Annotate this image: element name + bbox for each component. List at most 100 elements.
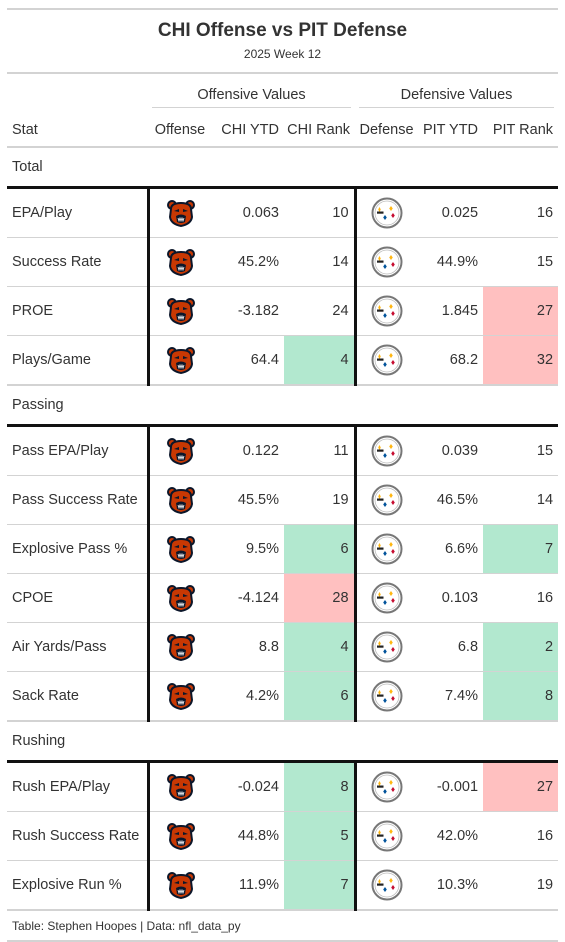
steelers-logo-icon [371, 246, 403, 278]
off-rank-value: 11 [284, 425, 357, 476]
offense-logo-cell [148, 573, 212, 623]
off-rank-value: 28 [284, 573, 357, 623]
group-row: Passing [7, 385, 559, 427]
stat-name: Sack Rate [7, 671, 150, 722]
def-rank-value: 15 [483, 237, 559, 287]
table-row: Sack Rate 4.2% 6 7.4% 8 [7, 671, 559, 722]
def-rank-value: 16 [483, 573, 559, 623]
def-ytd-value: 68.2 [418, 335, 484, 386]
steelers-logo-icon [371, 820, 403, 852]
def-ytd-value: 7.4% [418, 671, 484, 722]
off-rank-value: 6 [284, 671, 357, 722]
col-header-off-ytd: CHI YTD [212, 114, 284, 148]
def-rank-value: 2 [483, 622, 559, 672]
def-rank-value: 32 [483, 335, 559, 386]
def-ytd-value: 6.6% [418, 524, 484, 574]
off-ytd-value: 8.8 [212, 622, 284, 672]
off-ytd-value: -0.024 [212, 761, 284, 812]
bears-logo-icon [166, 487, 195, 514]
offense-logo-cell [148, 286, 212, 336]
bears-logo-icon [166, 438, 195, 465]
steelers-logo-icon [371, 631, 403, 663]
bears-logo-icon [166, 683, 195, 710]
steelers-logo-icon [371, 484, 403, 516]
off-ytd-value: -4.124 [212, 573, 284, 623]
offense-logo-cell [148, 671, 212, 722]
table-row: Plays/Game 64.4 4 68.2 32 [7, 335, 559, 386]
col-header-def-ytd: PIT YTD [418, 114, 484, 148]
col-header-stat: Stat [7, 114, 148, 148]
group-label: Passing [7, 385, 559, 427]
def-rank-value: 8 [483, 671, 559, 722]
stat-name: Explosive Pass % [7, 524, 150, 574]
off-ytd-value: 45.5% [212, 475, 284, 525]
table-row: Explosive Run % 11.9% 7 10.3% 19 [7, 860, 559, 911]
table-title: CHI Offense vs PIT Defense [157, 20, 408, 41]
off-rank-value: 19 [284, 475, 357, 525]
defense-logo-cell [355, 237, 419, 287]
bears-logo-icon [166, 634, 195, 661]
off-rank-value: 14 [284, 237, 357, 287]
stats-table: Offensive Values Defensive Values Stat O… [7, 72, 559, 911]
defense-logo-cell [355, 573, 419, 623]
def-ytd-value: 6.8 [418, 622, 484, 672]
offense-logo-cell [148, 475, 212, 525]
def-rank-value: 19 [483, 860, 559, 911]
table-body: Total EPA/Play 0.063 10 0.025 16 Success Rate 4… [7, 147, 559, 911]
off-ytd-value: -3.182 [212, 286, 284, 336]
table-row: Rush EPA/Play -0.024 8 -0.001 27 [7, 761, 559, 812]
col-header-defense: Defense [355, 114, 419, 148]
steelers-logo-icon [371, 197, 403, 229]
defense-logo-cell [355, 286, 419, 336]
off-ytd-value: 0.063 [212, 187, 284, 238]
defense-logo-cell [355, 475, 419, 525]
table-row: Pass Success Rate 45.5% 19 46.5% 14 [7, 475, 559, 525]
off-rank-value: 6 [284, 524, 357, 574]
steelers-logo-icon [371, 344, 403, 376]
off-ytd-value: 0.122 [212, 425, 284, 476]
off-ytd-value: 4.2% [212, 671, 284, 722]
table-row: Air Yards/Pass 8.8 4 6.8 2 [7, 622, 559, 672]
bears-logo-icon [166, 249, 195, 276]
def-rank-value: 7 [483, 524, 559, 574]
steelers-logo-icon [371, 582, 403, 614]
stat-name: EPA/Play [7, 187, 150, 238]
table-row: CPOE -4.124 28 0.103 16 [7, 573, 559, 623]
defense-logo-cell [355, 671, 419, 722]
col-header-off-rank: CHI Rank [284, 114, 356, 148]
table-row: EPA/Play 0.063 10 0.025 16 [7, 187, 559, 238]
offense-logo-cell [148, 860, 212, 911]
off-ytd-value: 45.2% [212, 237, 284, 287]
def-ytd-value: 0.025 [418, 187, 484, 238]
def-rank-value: 15 [483, 425, 559, 476]
off-rank-value: 8 [284, 761, 357, 812]
stat-name: Success Rate [7, 237, 150, 287]
def-rank-value: 27 [483, 761, 559, 812]
defense-logo-cell [355, 335, 419, 386]
defense-spanner: Defensive Values [355, 72, 559, 114]
steelers-logo-icon [371, 869, 403, 901]
def-rank-value: 16 [483, 187, 559, 238]
off-rank-value: 4 [284, 622, 357, 672]
def-ytd-value: 42.0% [418, 811, 484, 861]
off-ytd-value: 64.4 [212, 335, 284, 386]
steelers-logo-icon [371, 295, 403, 327]
off-rank-value: 4 [284, 335, 357, 386]
offense-logo-cell [148, 622, 212, 672]
offense-logo-cell [148, 425, 212, 476]
table-row: Success Rate 45.2% 14 44.9% 15 [7, 237, 559, 287]
def-rank-value: 14 [483, 475, 559, 525]
bears-logo-icon [166, 774, 195, 801]
table-subtitle: 2025 Week 12 [243, 47, 322, 61]
stat-name: Pass EPA/Play [7, 425, 150, 476]
off-ytd-value: 44.8% [212, 811, 284, 861]
off-rank-value: 10 [284, 187, 357, 238]
offense-logo-cell [148, 335, 212, 386]
defense-logo-cell [355, 425, 419, 476]
offense-logo-cell [148, 237, 212, 287]
def-ytd-value: 0.039 [418, 425, 484, 476]
def-ytd-value: 44.9% [418, 237, 484, 287]
group-label: Rushing [7, 721, 559, 763]
def-ytd-value: 1.845 [418, 286, 484, 336]
defense-logo-cell [355, 860, 419, 911]
